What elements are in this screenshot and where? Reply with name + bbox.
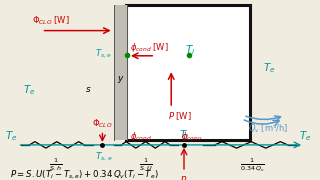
Text: $T_i$: $T_i$ <box>179 128 189 142</box>
Bar <box>114 5 127 140</box>
Bar <box>126 5 250 140</box>
Text: $\Phi_{CLO}$ [W]: $\Phi_{CLO}$ [W] <box>32 14 70 27</box>
Text: $s$: $s$ <box>85 86 91 94</box>
Text: $y$: $y$ <box>117 74 125 85</box>
Text: $\frac{1}{S.h}$: $\frac{1}{S.h}$ <box>49 156 63 173</box>
Text: $\phi_{conv}$: $\phi_{conv}$ <box>181 130 203 143</box>
Text: $\frac{1}{0.34\,Q_v}$: $\frac{1}{0.34\,Q_v}$ <box>240 156 265 174</box>
Text: $T_e$: $T_e$ <box>300 129 312 143</box>
Text: $\Phi_{CLO}$: $\Phi_{CLO}$ <box>92 117 113 130</box>
Text: $Q_v$ [m³/h]: $Q_v$ [m³/h] <box>248 122 288 135</box>
Text: $\frac{1}{S.U}$: $\frac{1}{S.U}$ <box>139 156 153 173</box>
Text: $\phi_{cond}$: $\phi_{cond}$ <box>130 130 152 143</box>
Text: $T_i$: $T_i$ <box>185 44 196 57</box>
Text: $P = S.U(T_i - T_{s,e}) + 0.34\,Q_v(T_i - T_e)$: $P = S.U(T_i - T_{s,e}) + 0.34\,Q_v(T_i … <box>10 168 158 180</box>
Text: $T_{s,e}$: $T_{s,e}$ <box>95 48 111 60</box>
Text: $p$: $p$ <box>180 174 188 180</box>
Text: $\phi_{cond}$ [W]: $\phi_{cond}$ [W] <box>130 41 168 54</box>
Text: $P$ [W]: $P$ [W] <box>168 110 192 122</box>
Text: $T_e$: $T_e$ <box>5 129 17 143</box>
Text: $T_e$: $T_e$ <box>23 83 35 97</box>
Text: $T_e$: $T_e$ <box>263 62 275 75</box>
Text: $T_{s,e}$: $T_{s,e}$ <box>95 150 113 163</box>
